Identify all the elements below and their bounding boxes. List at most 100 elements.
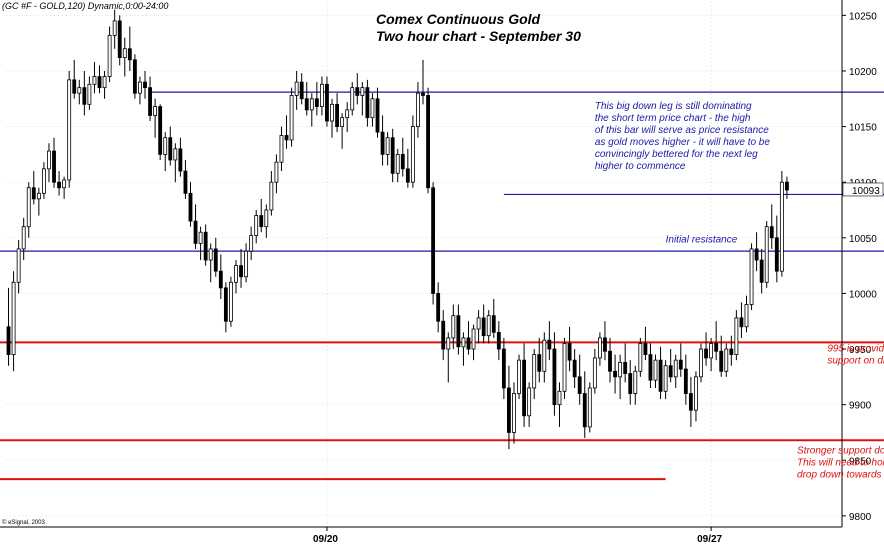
candle-body-51	[264, 209, 269, 228]
candle-59	[304, 82, 309, 116]
candle-body-127	[648, 354, 653, 381]
candle-body-48	[249, 235, 254, 252]
candle-98	[501, 337, 506, 400]
candle-133	[678, 343, 683, 377]
candle-body-53	[274, 161, 279, 183]
candle-body-141	[719, 350, 724, 372]
candle-103	[527, 382, 532, 427]
candle-body-9	[52, 150, 56, 183]
candle-20	[107, 26, 112, 83]
candle-117	[597, 332, 602, 366]
candle-74	[380, 115, 385, 166]
y-tick-label-9850: 9850	[849, 456, 872, 467]
candle-110	[562, 337, 567, 400]
candle-31	[163, 132, 168, 172]
candle-body-60	[309, 98, 314, 111]
candle-body-86	[441, 320, 446, 350]
candle-150	[764, 221, 769, 288]
candle-body-144	[734, 317, 739, 355]
y-tick-label-10150: 10150	[849, 123, 877, 134]
candle-69	[355, 73, 360, 105]
candle-9	[52, 137, 56, 188]
candle-71	[365, 79, 370, 127]
candle-body-20	[107, 34, 112, 77]
candle-body-90	[461, 337, 466, 348]
candle-61	[314, 82, 319, 116]
candle-50	[259, 198, 264, 233]
candle-body-70	[360, 87, 365, 96]
candle-151	[769, 204, 774, 249]
candle-21	[112, 9, 117, 49]
candle-body-45	[234, 265, 238, 283]
candle-body-82	[421, 92, 425, 96]
annotation-stronger-support-line-0: Stronger support down at this level	[797, 446, 884, 457]
candle-body-133	[678, 359, 683, 370]
candle-92	[471, 324, 476, 361]
candle-body-17	[92, 76, 97, 85]
candle-86	[441, 310, 446, 361]
candle-68	[350, 82, 355, 116]
candle-body-36	[188, 192, 193, 222]
candle-body-52	[269, 181, 274, 211]
candle-77	[395, 148, 400, 183]
candle-42	[218, 254, 223, 299]
candle-body-78	[400, 153, 405, 170]
candle-body-116	[592, 357, 597, 389]
candle-11	[62, 176, 67, 199]
annotation-995-support-line-1: support on dips thus far	[827, 355, 884, 366]
candle-58	[299, 73, 304, 105]
candle-body-23	[122, 48, 127, 59]
annotations: This big down leg is still dominatingthe…	[595, 101, 884, 481]
candle-66	[340, 113, 345, 149]
candle-57	[294, 70, 299, 110]
candle-14	[77, 79, 82, 105]
candle-51	[264, 204, 269, 238]
candle-56	[289, 87, 294, 147]
candle-112	[572, 349, 577, 388]
candle-body-35	[183, 170, 188, 194]
candle-62	[319, 76, 324, 116]
candle-83	[426, 87, 430, 194]
candle-body-30	[158, 106, 163, 155]
candle-134	[683, 354, 688, 405]
candle-body-67	[345, 109, 350, 119]
candle-148	[754, 232, 759, 272]
candle-body-84	[431, 187, 436, 294]
last-price-box	[842, 182, 884, 197]
candle-body-110	[562, 343, 567, 392]
candle-body-71	[365, 87, 370, 119]
candle-body-105	[537, 354, 542, 372]
candle-body-40	[208, 248, 213, 261]
x-tick-label-09/27: 09/27	[697, 534, 722, 545]
axes	[0, 0, 843, 528]
candle-39	[203, 224, 208, 266]
candle-body-55	[284, 135, 289, 141]
candle-97	[496, 321, 501, 361]
candle-87	[446, 332, 451, 383]
candle-63	[325, 76, 329, 127]
annotation-big-down-leg-line-3: as gold moves higher - it will have to b…	[595, 137, 771, 148]
candle-4	[26, 182, 31, 238]
candle-52	[269, 171, 274, 216]
candle-body-112	[572, 359, 577, 378]
candle-body-6	[36, 192, 41, 200]
candle-47	[244, 243, 249, 283]
candle-127	[648, 343, 653, 388]
candle-33	[173, 143, 178, 183]
candle-body-95	[486, 315, 491, 337]
candle-43	[223, 282, 228, 333]
candle-132	[673, 354, 678, 388]
candle-body-128	[653, 359, 658, 381]
candle-body-129	[658, 359, 663, 392]
candle-body-69	[355, 87, 360, 96]
candle-body-103	[527, 387, 532, 417]
candle-body-28	[148, 87, 152, 116]
candle-body-0	[6, 326, 11, 355]
candle-body-42	[218, 270, 223, 289]
candle-24	[127, 26, 132, 71]
y-tick-label-10000: 10000	[849, 289, 877, 300]
candles	[6, 9, 789, 450]
annotation-initial-resistance: Initial resistance	[666, 234, 738, 245]
candle-body-113	[577, 376, 582, 394]
